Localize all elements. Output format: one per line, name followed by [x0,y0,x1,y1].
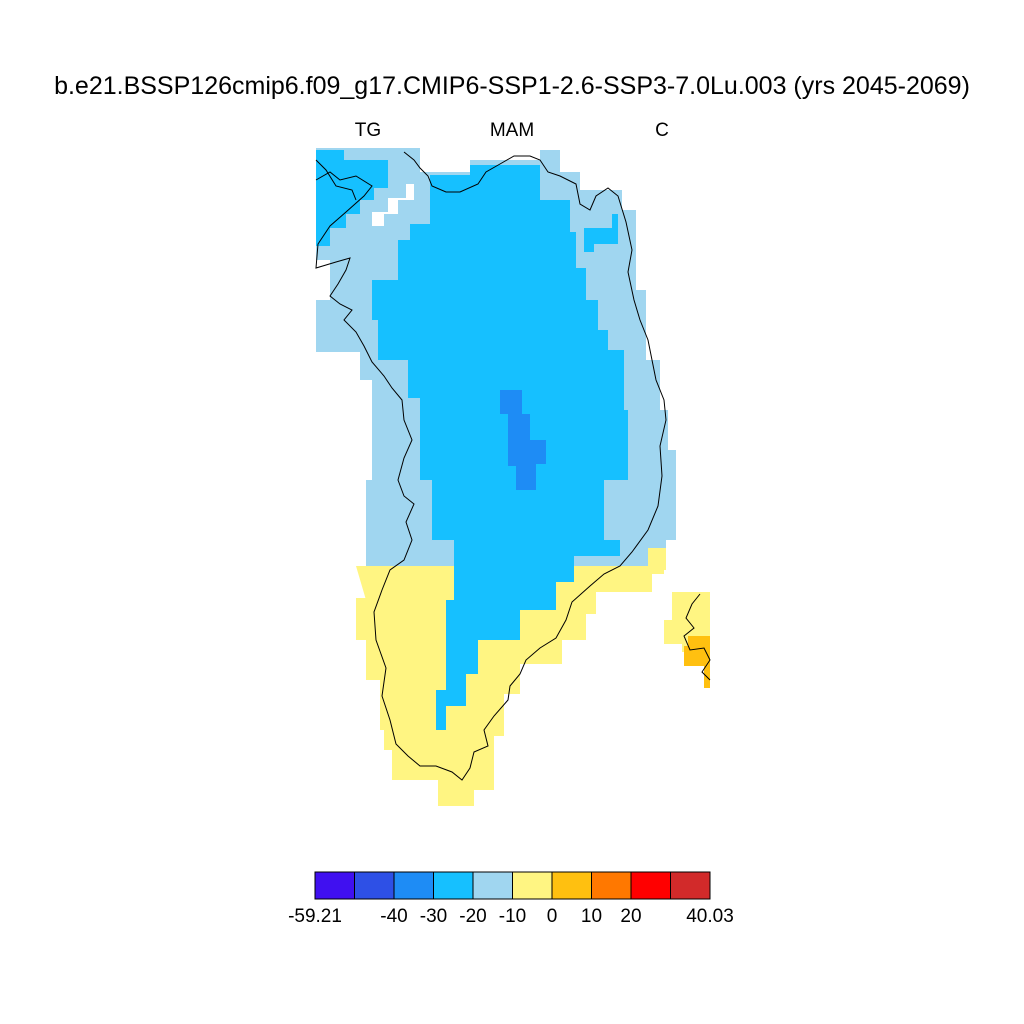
colorbar-tick-label: 10 [580,906,603,927]
colorbar [314,871,711,900]
field-cyan-northeast [584,214,618,252]
colorbar-tick-label: 0 [546,906,558,927]
colorbar-swatch [551,871,592,900]
map-field [316,148,710,806]
field-amber-east [684,636,710,688]
field-cyan-interior [372,165,628,730]
map-title: b.e21.BSSP126cmip6.f09_g17.CMIP6-SSP1-2.… [54,72,970,100]
colorbar-swatch [393,871,434,900]
coastline-path [315,151,667,781]
colorbar-tick-label: -30 [419,906,448,927]
colorbar-tick-label: 20 [620,906,642,927]
field-white-gap [372,184,414,226]
field-blue-core [500,390,546,490]
field-yellow-southwest [356,548,666,806]
colorbar-swatch [433,871,474,900]
colorbar-tick-label: 40.03 [686,906,734,927]
colorbar-swatch [314,871,355,900]
colorbar-swatch [472,871,513,900]
season-label: MAM [489,120,535,141]
coastline [315,151,711,781]
coastline-island [683,593,711,681]
colorbar-swatch [591,871,632,900]
colorbar-swatch [354,871,395,900]
colorbar-swatch [630,871,671,900]
variable-label: TG [354,120,382,141]
colorbar-tick-label: -59.21 [288,906,342,927]
colorbar-tick-label: -20 [459,906,487,927]
coastline-north-inlet [315,159,357,201]
colorbar-tick-label: -10 [498,906,527,927]
colorbar-swatch [512,871,553,900]
units-label: C [655,120,669,141]
colorbar-tick-label: -40 [380,906,408,927]
colorbar-swatch [670,871,711,900]
